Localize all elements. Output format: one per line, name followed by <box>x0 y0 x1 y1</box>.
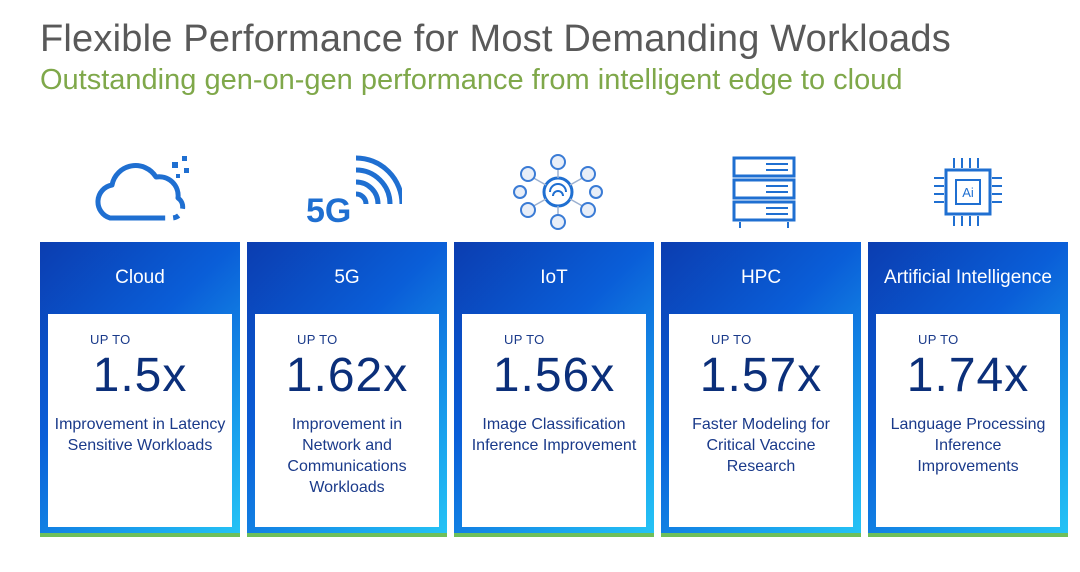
card-body: UP TO 1.5x Improvement in Latency Sensit… <box>48 314 232 527</box>
card-ai: Artificial Intelligence UP TO 1.74x Lang… <box>868 242 1068 537</box>
page-subtitle: Outstanding gen-on-gen performance from … <box>40 64 903 96</box>
card-label: Cloud <box>115 267 165 288</box>
ai-chip-icon: Ai <box>916 152 1020 232</box>
performance-value: 1.56x <box>492 349 616 402</box>
ai-icon-text: Ai <box>962 185 974 200</box>
server-rack-icon <box>712 152 816 232</box>
cloud-icon <box>90 152 194 232</box>
upto-label: UP TO <box>918 332 959 347</box>
upto-label: UP TO <box>297 332 338 347</box>
card-description: Faster Modeling for Critical Vaccine Res… <box>692 416 830 475</box>
card-cloud: Cloud UP TO 1.5x Improvement in Latency … <box>40 242 240 537</box>
iot-network-icon <box>506 152 610 232</box>
card-5g: 5G UP TO 1.62x Improvement in Network an… <box>247 242 447 537</box>
card-body: UP TO 1.57x Faster Modeling for Critical… <box>669 314 853 527</box>
card-body: UP TO 1.56x Image Classification Inferen… <box>462 314 646 527</box>
upto-label: UP TO <box>504 332 545 347</box>
card-description: Image Classification Inference Improveme… <box>471 416 637 454</box>
card-label: HPC <box>740 267 782 288</box>
performance-value: 1.5x <box>92 349 188 402</box>
5g-icon-text: 5G <box>306 192 351 230</box>
card-label: 5G <box>334 267 360 288</box>
performance-value: 1.62x <box>285 349 409 402</box>
card-hpc: HPC UP TO 1.57x Faster Modeling for Crit… <box>661 242 861 537</box>
card-description: Language Processing Inference Improvemen… <box>890 416 1046 475</box>
5g-signal-icon: 5G <box>298 152 402 232</box>
card-body: UP TO 1.74x Language Processing Inferenc… <box>876 314 1060 527</box>
card-label: IoT <box>540 267 568 288</box>
upto-label: UP TO <box>711 332 752 347</box>
card-iot: IoT UP TO 1.56x Image Classification Inf… <box>454 242 654 537</box>
card-description: Improvement in Latency Sensitive Workloa… <box>54 416 226 454</box>
performance-value: 1.74x <box>906 349 1030 402</box>
card-label: Artificial Intelligence <box>884 267 1052 288</box>
card-description: Improvement in Network and Communication… <box>287 416 407 496</box>
performance-value: 1.57x <box>699 349 823 402</box>
page-title: Flexible Performance for Most Demanding … <box>40 18 951 60</box>
card-body: UP TO 1.62x Improvement in Network and C… <box>255 314 439 527</box>
upto-label: UP TO <box>90 332 131 347</box>
